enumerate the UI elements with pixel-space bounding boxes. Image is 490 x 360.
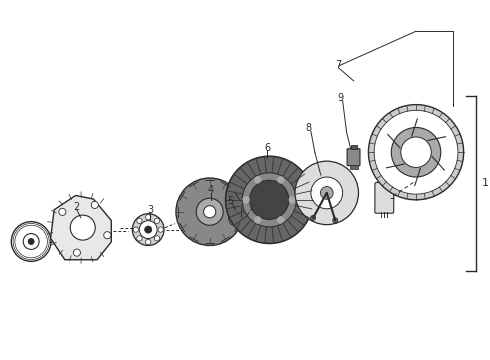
Circle shape bbox=[311, 216, 316, 220]
Circle shape bbox=[104, 231, 111, 239]
Circle shape bbox=[132, 214, 164, 246]
Circle shape bbox=[277, 176, 284, 183]
Circle shape bbox=[374, 110, 458, 194]
Circle shape bbox=[70, 215, 95, 240]
Text: 2: 2 bbox=[74, 202, 80, 212]
Circle shape bbox=[146, 215, 151, 220]
Circle shape bbox=[137, 236, 142, 241]
Circle shape bbox=[277, 216, 284, 223]
Circle shape bbox=[242, 173, 296, 227]
Circle shape bbox=[225, 156, 313, 243]
Circle shape bbox=[139, 221, 157, 239]
Circle shape bbox=[146, 239, 151, 245]
Circle shape bbox=[204, 206, 216, 218]
Text: 6: 6 bbox=[264, 143, 270, 153]
Circle shape bbox=[196, 198, 223, 225]
Circle shape bbox=[176, 178, 244, 246]
Circle shape bbox=[243, 196, 249, 203]
Bar bbox=[349, 165, 358, 169]
Text: 7: 7 bbox=[336, 60, 342, 70]
FancyBboxPatch shape bbox=[347, 149, 360, 166]
Circle shape bbox=[133, 227, 139, 232]
Circle shape bbox=[158, 227, 163, 232]
Circle shape bbox=[228, 209, 246, 227]
Circle shape bbox=[254, 176, 261, 183]
Circle shape bbox=[28, 239, 34, 244]
Circle shape bbox=[233, 214, 242, 222]
Circle shape bbox=[154, 218, 160, 224]
Text: 3: 3 bbox=[147, 205, 153, 215]
Circle shape bbox=[74, 249, 80, 256]
Text: 4: 4 bbox=[208, 185, 214, 195]
Text: 8: 8 bbox=[306, 123, 312, 134]
Text: 1: 1 bbox=[482, 178, 489, 188]
Circle shape bbox=[289, 196, 296, 203]
Circle shape bbox=[368, 105, 464, 200]
Circle shape bbox=[295, 161, 359, 225]
Text: 5: 5 bbox=[227, 196, 234, 206]
Circle shape bbox=[59, 208, 66, 215]
Circle shape bbox=[154, 236, 160, 241]
Circle shape bbox=[137, 218, 142, 224]
Circle shape bbox=[320, 186, 333, 199]
Circle shape bbox=[401, 137, 431, 167]
Bar bbox=[350, 145, 357, 149]
Circle shape bbox=[249, 180, 289, 220]
Circle shape bbox=[145, 226, 152, 233]
Circle shape bbox=[311, 177, 343, 209]
FancyBboxPatch shape bbox=[375, 183, 393, 213]
Polygon shape bbox=[50, 195, 111, 260]
Circle shape bbox=[333, 218, 338, 223]
Circle shape bbox=[254, 216, 261, 223]
Circle shape bbox=[91, 201, 98, 208]
Text: 9: 9 bbox=[338, 93, 343, 103]
Circle shape bbox=[392, 127, 441, 177]
